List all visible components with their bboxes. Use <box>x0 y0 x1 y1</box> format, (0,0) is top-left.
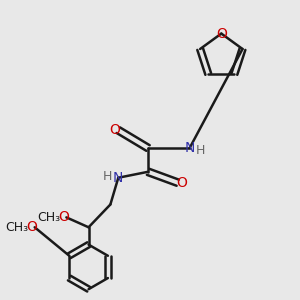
Text: H: H <box>103 170 112 183</box>
Text: O: O <box>176 176 187 190</box>
Text: CH₃: CH₃ <box>37 211 60 224</box>
Text: O: O <box>26 220 37 234</box>
Text: H: H <box>196 144 206 157</box>
Text: N: N <box>184 141 195 155</box>
Text: N: N <box>113 171 124 185</box>
Text: CH₃: CH₃ <box>5 221 28 234</box>
Text: O: O <box>216 27 227 40</box>
Text: O: O <box>109 123 120 137</box>
Text: O: O <box>58 210 69 224</box>
